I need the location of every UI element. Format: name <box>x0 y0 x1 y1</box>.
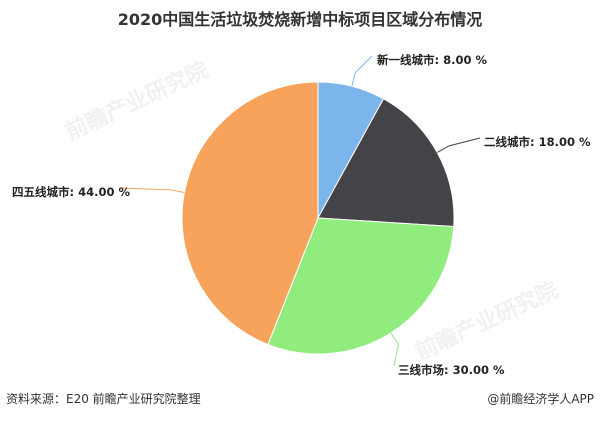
chart-title: 2020中国生活垃圾焚烧新增中标项目区域分布情况 <box>118 10 483 29</box>
data-label-3: 四五线城市: 44.00 % <box>12 185 130 199</box>
pie-slice-2 <box>267 217 455 355</box>
watermark: 前瞻产业研究院 <box>412 277 563 366</box>
pie-slice-3 <box>181 81 319 346</box>
credit: @前瞻经济学人APP <box>487 391 594 406</box>
watermark: 前瞻产业研究院 <box>62 57 213 146</box>
data-label-1: 二线城市: 18.00 % <box>484 135 591 149</box>
connector-line-3 <box>119 187 185 194</box>
connector-line-0 <box>351 55 373 87</box>
connector-line-1 <box>436 137 481 153</box>
connector-line-2 <box>390 332 399 367</box>
source-note: 资料来源：E20 前瞻产业研究院整理 <box>6 391 201 406</box>
data-label-0: 新一线城市: 8.00 % <box>377 53 487 67</box>
data-label-2: 三线市场: 30.00 % <box>398 363 505 377</box>
